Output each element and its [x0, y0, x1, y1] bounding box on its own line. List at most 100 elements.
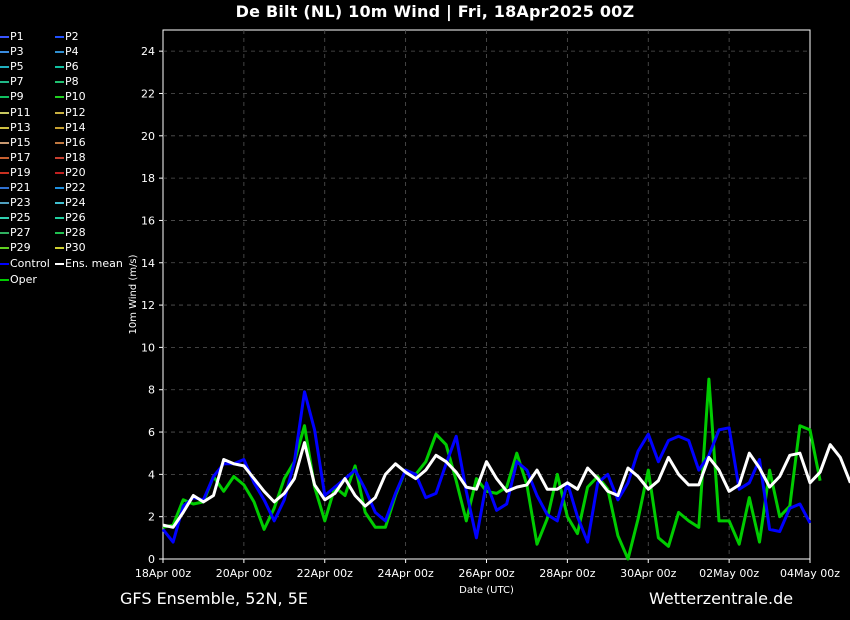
legend-item-p18: P18	[55, 151, 86, 164]
legend-swatch	[0, 126, 9, 129]
legend-label: P29	[10, 241, 31, 255]
footer-source: Wetterzentrale.de	[649, 589, 794, 608]
legend-label: P27	[10, 226, 31, 240]
legend-item-p11: P11	[0, 105, 31, 119]
y-tick-label: 12	[141, 299, 155, 312]
y-tick-label: 18	[141, 172, 155, 185]
legend-label: P17	[10, 150, 31, 164]
legend-label: P21	[10, 181, 31, 194]
legend-swatch	[0, 262, 9, 265]
legend-label: Oper	[10, 272, 37, 286]
series-line-control	[161, 390, 812, 544]
legend-label: P3	[10, 45, 24, 59]
legend-label: P23	[10, 196, 31, 210]
y-tick-label: 2	[148, 511, 155, 524]
legend-item-p23: P23	[0, 197, 31, 209]
y-tick-label: 22	[141, 87, 155, 100]
legend-item-p1: P1	[0, 31, 24, 43]
legend-swatch	[0, 217, 9, 220]
legend-item-p13: P13	[0, 120, 31, 134]
legend-label: P30	[65, 241, 86, 255]
x-tick-label: 30Apr 00z	[620, 567, 677, 580]
x-tick-label: 02May 00z	[699, 567, 759, 580]
legend-swatch	[0, 66, 9, 69]
legend-label: P20	[65, 165, 86, 179]
legend-swatch	[0, 111, 9, 114]
legend-label: P2	[65, 30, 79, 43]
y-tick-label: 20	[141, 130, 155, 143]
legend-swatch	[0, 36, 9, 38]
legend-item-p8: P8	[55, 76, 79, 88]
legend-label: P13	[10, 120, 31, 134]
legend-swatch	[0, 232, 9, 235]
legend-item-p22: P22	[55, 182, 86, 194]
legend-label: P26	[65, 211, 86, 225]
legend-swatch	[55, 156, 64, 159]
legend-label: P7	[10, 75, 24, 89]
legend: P1 P2 P3 P4 P5 P6 P7 P8 P9 P10 P11 P12 P13 P14 P15 P16 P…	[0, 31, 135, 291]
legend-swatch	[0, 187, 9, 189]
legend-label: P6	[65, 60, 79, 74]
legend-item-p26: P26	[55, 212, 86, 224]
legend-swatch	[55, 141, 64, 144]
legend-swatch	[55, 66, 64, 69]
legend-item-p10: P10	[55, 91, 86, 103]
legend-swatch	[55, 126, 64, 129]
legend-swatch	[55, 111, 64, 114]
legend-item-p21: P21	[0, 182, 31, 194]
legend-label: P5	[10, 60, 24, 74]
legend-item-control: Control	[0, 257, 50, 270]
legend-label: P25	[10, 211, 31, 225]
legend-swatch	[55, 81, 64, 84]
legend-item-p15: P15	[0, 136, 31, 149]
legend-label: P16	[65, 135, 86, 149]
legend-label: P1	[10, 30, 24, 43]
legend-item-ens-mean: Ens. mean	[55, 256, 123, 270]
legend-item-p20: P20	[55, 165, 86, 179]
y-tick-label: 8	[148, 384, 155, 397]
legend-item-p2: P2	[55, 31, 79, 43]
legend-swatch	[0, 202, 9, 205]
legend-swatch	[0, 278, 9, 281]
x-tick-label: 04May 00z	[780, 567, 840, 580]
legend-label: P11	[10, 105, 31, 119]
legend-swatch	[55, 262, 64, 265]
legend-label: P8	[65, 75, 79, 89]
legend-swatch	[0, 141, 9, 144]
y-tick-label: 6	[148, 426, 155, 439]
legend-swatch	[0, 171, 9, 174]
legend-item-p28: P28	[55, 227, 86, 239]
legend-swatch	[0, 247, 9, 250]
legend-swatch	[55, 187, 64, 189]
legend-item-p3: P3	[0, 46, 24, 58]
legend-label: P24	[65, 196, 86, 210]
y-tick-label: 4	[148, 468, 155, 481]
series-line-ens-mean	[162, 441, 850, 529]
legend-item-p25: P25	[0, 212, 31, 224]
legend-label: P28	[65, 226, 86, 240]
legend-swatch	[0, 156, 9, 159]
legend-label: P9	[10, 90, 24, 104]
legend-swatch	[55, 247, 64, 250]
legend-item-p30: P30	[55, 242, 86, 254]
legend-swatch	[0, 96, 9, 99]
y-tick-label: 10	[141, 341, 155, 354]
x-tick-label: 26Apr 00z	[458, 567, 515, 580]
x-tick-label: 22Apr 00z	[297, 567, 354, 580]
legend-swatch	[55, 217, 64, 220]
y-tick-label: 24	[141, 45, 155, 58]
y-tick-label: 0	[148, 553, 155, 566]
legend-swatch	[0, 81, 9, 84]
legend-item-p14: P14	[55, 120, 86, 134]
legend-item-p4: P4	[55, 46, 79, 58]
chart-title: De Bilt (NL) 10m Wind | Fri, 18Apr2025 0…	[235, 2, 635, 21]
legend-swatch	[55, 202, 64, 205]
legend-label: P14	[65, 120, 86, 134]
footer-model: GFS Ensemble, 52N, 5E	[120, 589, 308, 608]
legend-label: P19	[10, 165, 31, 179]
legend-label: P22	[65, 181, 86, 194]
legend-swatch	[55, 232, 64, 235]
legend-label: Ens. mean	[65, 256, 123, 270]
legend-item-p19: P19	[0, 165, 31, 179]
legend-label: P4	[65, 45, 79, 59]
